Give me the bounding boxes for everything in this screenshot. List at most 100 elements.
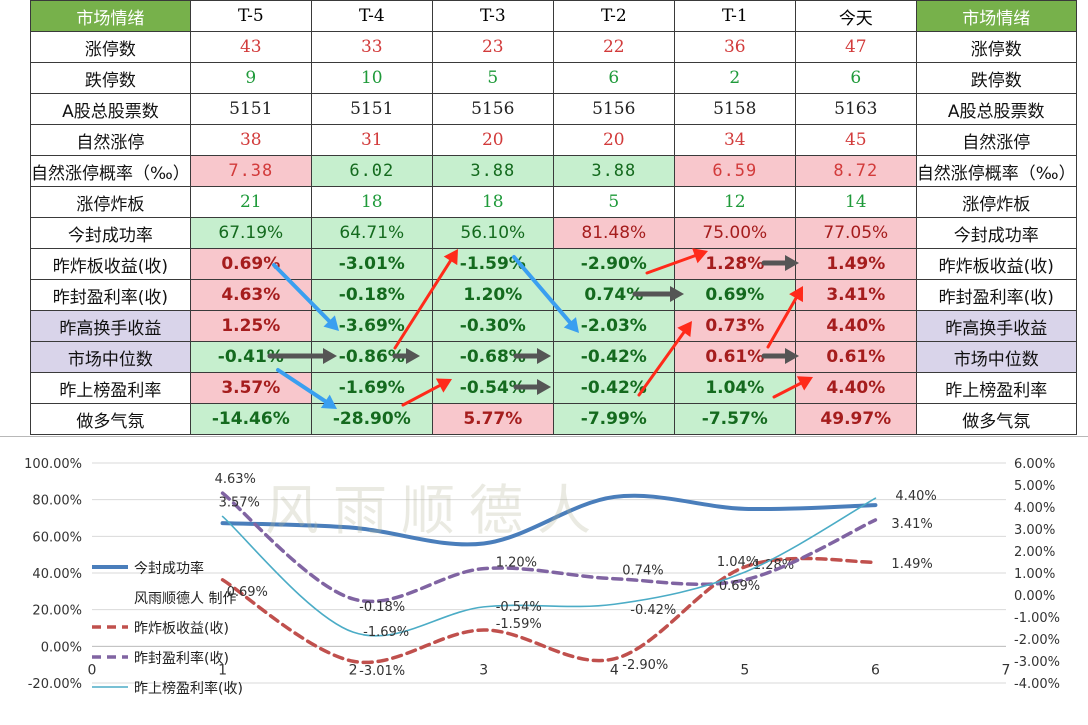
table-cell: 31 xyxy=(310,124,433,156)
table-cell: 77.05% xyxy=(794,217,917,249)
table-cell: -3.01% xyxy=(310,248,433,280)
row-label: A股总股票数 xyxy=(30,93,191,125)
table-cell: -1.59% xyxy=(431,248,554,280)
x-tick-label: 0 xyxy=(88,662,97,678)
row-label-right: 昨炸板收益(收) xyxy=(915,248,1077,280)
x-tick-label: 7 xyxy=(1002,662,1011,678)
table-cell: 10 xyxy=(310,62,433,94)
y-right-tick-label: 1.00% xyxy=(1014,567,1055,582)
table-cell: 5156 xyxy=(431,93,554,125)
table-cell: 5.77% xyxy=(431,403,554,435)
data-label: 4.63% xyxy=(215,472,256,487)
series-line-1 xyxy=(220,493,878,547)
table-cell: 43 xyxy=(189,31,312,63)
row-label: 今封成功率 xyxy=(30,217,191,249)
table-cell: -0.41% xyxy=(189,341,312,373)
row-label-right: 自然涨停 xyxy=(915,124,1077,156)
table-cell: -7.57% xyxy=(673,403,796,435)
table-cell: 5151 xyxy=(310,93,433,125)
header-sentiment-label: 市场情绪 xyxy=(915,0,1077,32)
y-left-tick-label: 20.00% xyxy=(32,604,82,619)
table-cell: 47 xyxy=(794,31,917,63)
watermark: 风雨顺德人 xyxy=(265,479,605,542)
table-cell: 4.63% xyxy=(189,279,312,311)
row-label-right: 昨上榜盈利率 xyxy=(915,372,1077,404)
x-tick-label: 2 xyxy=(349,662,358,678)
data-label: -2.90% xyxy=(622,658,668,673)
table-cell: 1.25% xyxy=(189,310,312,342)
y-right-tick-label: -1.00% xyxy=(1014,611,1060,626)
row-label: 昨炸板收益(收) xyxy=(30,248,191,280)
table-cell: 4.40% xyxy=(794,372,917,404)
table-cell: 0.73% xyxy=(673,310,796,342)
table-cell: 20 xyxy=(431,124,554,156)
table-cell: 0.61% xyxy=(794,341,917,373)
table-cell: 3.57% xyxy=(189,372,312,404)
table-cell: -7.99% xyxy=(552,403,675,435)
table-cell: 0.74% xyxy=(552,279,675,311)
y-left-tick-label: 60.00% xyxy=(32,530,82,545)
table-cell: 1.49% xyxy=(794,248,917,280)
table-cell: 6.59 xyxy=(673,155,796,187)
table-cell: -14.46% xyxy=(189,403,312,435)
legend-label: 昨炸板收益(收) xyxy=(134,621,229,637)
legend-label: 昨封盈利率(收) xyxy=(134,650,229,667)
y-left-tick-label: 80.00% xyxy=(32,494,82,509)
row-label: 昨上榜盈利率 xyxy=(30,372,191,404)
table-cell: -0.42% xyxy=(552,341,675,373)
row-label: 市场中位数 xyxy=(30,341,191,373)
row-label-right: 昨高换手收益 xyxy=(915,310,1077,342)
row-label: 做多气氛 xyxy=(30,403,191,435)
table-cell: 0.61% xyxy=(673,341,796,373)
data-label: -0.54% xyxy=(496,600,542,615)
row-label-right: 跌停数 xyxy=(915,62,1077,94)
row-label-right: 今封成功率 xyxy=(915,217,1077,249)
data-label: 3.41% xyxy=(891,517,932,532)
table-cell: 81.48% xyxy=(552,217,675,249)
data-label: -1.59% xyxy=(496,617,542,632)
header-day-2: T-4 xyxy=(310,0,433,32)
table-cell: 5163 xyxy=(794,93,917,125)
table-cell: 23 xyxy=(431,31,554,63)
legend-label: 今封成功率 xyxy=(134,560,204,577)
table-cell: -0.42% xyxy=(552,372,675,404)
row-label: 跌停数 xyxy=(30,62,191,94)
y-right-tick-label: 2.00% xyxy=(1014,545,1055,560)
table-cell: 33 xyxy=(310,31,433,63)
header-sentiment-label: 市场情绪 xyxy=(30,0,191,32)
data-label: 0.69% xyxy=(227,585,268,600)
table-cell: 0.69% xyxy=(673,279,796,311)
table-cell: 1.28% xyxy=(673,248,796,280)
row-label: 涨停炸板 xyxy=(30,186,191,218)
row-label-right: 做多气氛 xyxy=(915,403,1077,435)
row-label: 自然涨停 xyxy=(30,124,191,156)
table-cell: 14 xyxy=(794,186,917,218)
x-tick-label: 6 xyxy=(871,662,880,678)
row-label: 涨停数 xyxy=(30,31,191,63)
x-tick-label: 5 xyxy=(740,662,749,678)
y-right-tick-label: 5.00% xyxy=(1014,479,1055,494)
table-cell: 38 xyxy=(189,124,312,156)
table-cell: 3.41% xyxy=(794,279,917,311)
data-label: 4.40% xyxy=(895,489,936,504)
x-tick-label: 1 xyxy=(218,662,227,678)
table-cell: 3.88 xyxy=(552,155,675,187)
row-label-right: A股总股票数 xyxy=(915,93,1077,125)
line-chart: 100.00%80.00%60.00%40.00%20.00%0.00%-20.… xyxy=(24,457,1060,697)
data-label: 3.57% xyxy=(219,495,260,510)
y-right-tick-label: -4.00% xyxy=(1014,677,1060,692)
data-label: 1.04% xyxy=(717,555,758,570)
table-cell: 5151 xyxy=(189,93,312,125)
data-label: -0.18% xyxy=(359,600,405,615)
table-cell: -28.90% xyxy=(310,403,433,435)
table-cell: 1.04% xyxy=(673,372,796,404)
table-cell: 6 xyxy=(794,62,917,94)
y-right-tick-label: -2.00% xyxy=(1014,633,1060,648)
chart-area: 100.00% 80.00% 60.00% 40.00% 20.00% 0.00% -20.… xyxy=(0,436,1088,721)
series-line-3 xyxy=(220,491,878,604)
table-cell: 49.97% xyxy=(794,403,917,435)
table-cell: 4.40% xyxy=(794,310,917,342)
data-label: -0.42% xyxy=(630,603,676,618)
table-cell: -0.54% xyxy=(431,372,554,404)
y-left-tick-label: 40.00% xyxy=(32,567,82,582)
